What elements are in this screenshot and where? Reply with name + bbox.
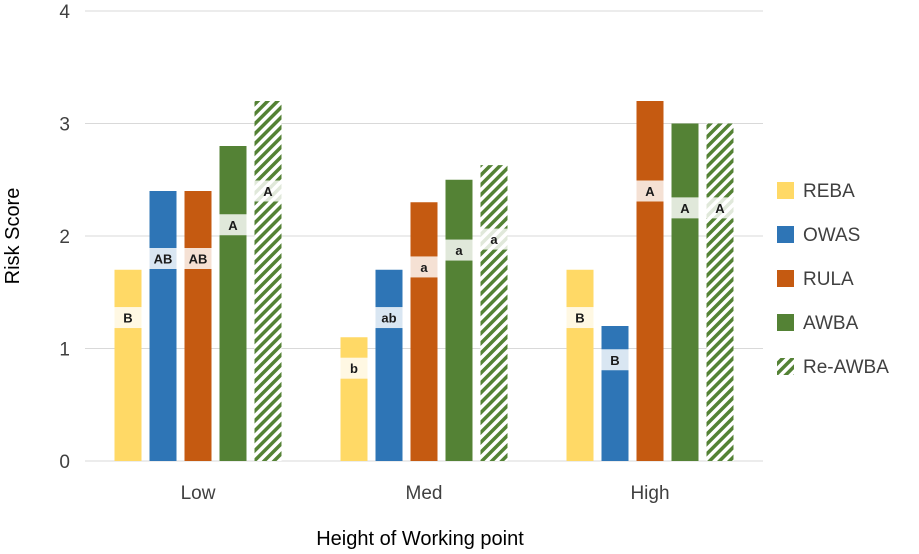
legend-label: AWBA xyxy=(803,313,859,334)
significance-label-bg xyxy=(149,248,177,269)
significance-label: b xyxy=(350,361,358,376)
y-tick-label: 0 xyxy=(59,452,70,473)
significance-label: a xyxy=(490,232,498,247)
legend-swatch xyxy=(777,270,794,287)
significance-label: A xyxy=(715,201,725,216)
significance-label-bg xyxy=(410,256,438,278)
bar-rula-low xyxy=(184,191,212,461)
significance-label-bg xyxy=(636,180,664,202)
bar-reba-med xyxy=(340,337,368,461)
significance-label: ab xyxy=(381,311,396,326)
significance-label: AB xyxy=(154,252,173,267)
bar-re-awba-med xyxy=(480,165,508,461)
y-tick-label: 1 xyxy=(59,340,70,361)
x-axis-title: Height of Working point xyxy=(316,528,524,550)
significance-label: B xyxy=(123,311,132,326)
bar-reba-high xyxy=(566,269,594,461)
legend-swatch xyxy=(777,226,794,243)
significance-label: A xyxy=(228,218,238,233)
bar-awba-med xyxy=(445,179,473,461)
bar-reba-low xyxy=(114,269,142,461)
y-tick-label: 4 xyxy=(59,2,70,23)
bar-awba-high xyxy=(671,123,699,461)
bar-owas-low xyxy=(149,191,177,461)
significance-label: a xyxy=(455,243,463,258)
significance-label-bg xyxy=(480,228,508,250)
significance-label: A xyxy=(645,184,655,199)
x-tick-label: Low xyxy=(181,483,216,504)
legend-label: REBA xyxy=(803,181,855,202)
significance-label-bg xyxy=(671,197,699,219)
bar-re-awba-high xyxy=(706,123,734,461)
legend-label: RULA xyxy=(803,269,854,290)
bar-rula-med xyxy=(410,202,438,461)
significance-label: AB xyxy=(189,252,208,267)
y-axis-ticks: 0 1 2 3 4 xyxy=(59,2,70,473)
significance-label-bg xyxy=(184,248,212,269)
legend-label: OWAS xyxy=(803,225,860,246)
significance-label: A xyxy=(680,201,690,216)
significance-label-bg xyxy=(114,307,142,329)
legend-label: Re-AWBA xyxy=(803,357,889,378)
x-tick-label: Med xyxy=(406,483,443,504)
bar-owas-high xyxy=(601,326,629,461)
significance-label: B xyxy=(575,311,584,326)
x-axis-ticks: Low Med High xyxy=(181,483,670,504)
significance-label: a xyxy=(420,260,428,275)
legend-swatch xyxy=(777,182,794,199)
bar-re-awba-low xyxy=(254,101,282,461)
legend-swatch xyxy=(777,358,794,375)
y-tick-label: 3 xyxy=(59,115,70,136)
significance-label-bg xyxy=(219,214,247,236)
significance-label-bg xyxy=(340,357,368,379)
bars: B AB AB A Ab ab a a a B B A A A xyxy=(114,101,734,461)
significance-label-bg xyxy=(445,239,473,261)
legend: REBA OWAS RULA AWBA Re-AWBA xyxy=(777,181,889,378)
bar-rula-high xyxy=(636,101,664,461)
significance-label-bg xyxy=(375,307,403,329)
legend-swatch xyxy=(777,314,794,331)
significance-label-bg xyxy=(601,349,629,371)
bar-owas-med xyxy=(375,269,403,461)
significance-label-bg xyxy=(566,307,594,329)
significance-label-bg xyxy=(706,197,734,219)
significance-label-bg xyxy=(254,180,282,202)
x-tick-label: High xyxy=(630,483,669,504)
y-tick-label: 2 xyxy=(59,227,70,248)
significance-label: A xyxy=(263,184,273,199)
significance-label: B xyxy=(610,353,619,368)
bar-awba-low xyxy=(219,146,247,461)
y-axis-title: Risk Score xyxy=(2,188,24,285)
